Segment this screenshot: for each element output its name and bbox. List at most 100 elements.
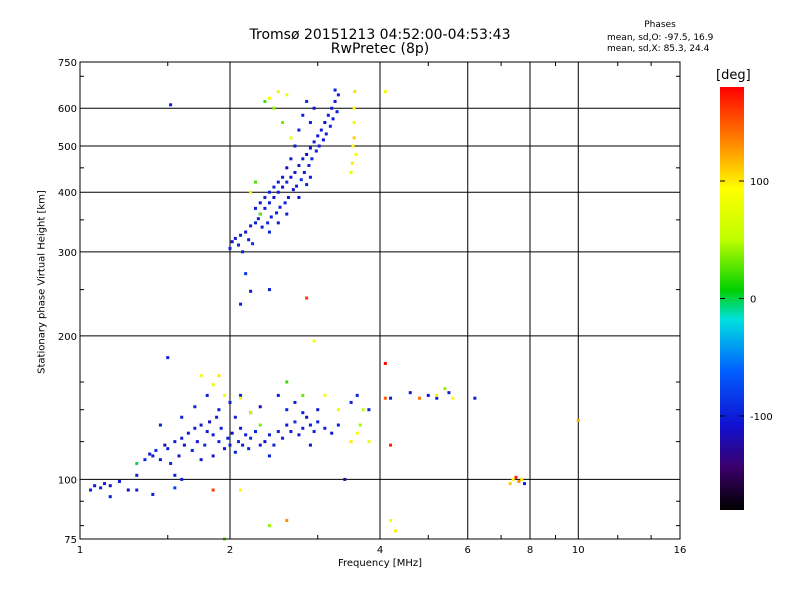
data-point xyxy=(408,391,412,395)
data-point xyxy=(89,488,93,492)
data-point xyxy=(117,479,121,483)
data-point xyxy=(435,396,439,400)
data-point xyxy=(158,458,162,462)
data-point xyxy=(383,90,387,94)
data-point xyxy=(520,477,524,481)
data-point xyxy=(355,431,359,435)
data-point xyxy=(199,423,203,427)
data-point xyxy=(276,90,280,94)
phase-x-stats: mean, sd,X: 85.3, 24.4 xyxy=(607,44,710,54)
data-point xyxy=(267,288,271,292)
data-point xyxy=(251,242,255,246)
data-point xyxy=(301,426,305,430)
data-point xyxy=(305,152,309,156)
data-point xyxy=(326,113,330,117)
data-point xyxy=(244,433,248,437)
data-point xyxy=(239,233,243,237)
data-point xyxy=(203,443,207,447)
data-point xyxy=(276,221,280,225)
data-point xyxy=(316,408,320,412)
data-point xyxy=(230,431,234,435)
x-axis-label: Frequency [MHz] xyxy=(337,558,423,569)
data-point xyxy=(308,175,312,179)
data-point xyxy=(276,190,280,194)
data-point xyxy=(317,144,321,148)
data-point xyxy=(312,106,316,110)
data-point xyxy=(199,458,203,462)
data-point xyxy=(169,461,173,465)
data-point xyxy=(180,477,184,481)
data-point xyxy=(177,454,181,458)
data-point xyxy=(193,426,197,430)
data-point xyxy=(289,136,293,140)
x-tick-label: 2 xyxy=(227,545,233,556)
data-point xyxy=(180,415,184,419)
data-point xyxy=(285,93,289,97)
data-point xyxy=(247,447,251,451)
data-point xyxy=(211,383,215,387)
data-point xyxy=(389,519,393,523)
data-point xyxy=(180,436,184,440)
data-point xyxy=(211,454,215,458)
data-point xyxy=(308,146,312,150)
data-point xyxy=(299,178,303,182)
data-point xyxy=(228,246,232,250)
data-point xyxy=(367,440,371,444)
data-point xyxy=(285,380,289,384)
data-point xyxy=(301,393,305,397)
data-point xyxy=(135,473,139,477)
data-point xyxy=(276,430,280,434)
data-point xyxy=(126,488,130,492)
data-point xyxy=(103,482,107,486)
data-point xyxy=(108,484,112,488)
data-point xyxy=(108,495,112,499)
data-point xyxy=(217,440,221,444)
colorbar-tick-label: 0 xyxy=(750,295,756,306)
data-point xyxy=(312,430,316,434)
data-point xyxy=(307,164,311,168)
data-point xyxy=(517,479,521,483)
data-point xyxy=(166,447,170,451)
y-tick-label: 200 xyxy=(58,332,77,343)
data-point xyxy=(297,195,301,199)
data-point xyxy=(272,443,276,447)
y-tick-label: 400 xyxy=(58,188,77,199)
data-point xyxy=(283,201,287,205)
data-point xyxy=(352,136,356,140)
data-point xyxy=(324,132,328,136)
data-point xyxy=(173,440,177,444)
data-point xyxy=(352,121,356,125)
data-point xyxy=(190,448,194,452)
data-point xyxy=(343,477,347,481)
x-tick-label: 4 xyxy=(377,545,383,556)
data-point xyxy=(353,90,357,94)
data-point xyxy=(305,296,309,300)
data-point xyxy=(417,396,421,400)
data-point xyxy=(205,430,209,434)
data-point xyxy=(258,201,262,205)
grid-lines xyxy=(80,62,680,539)
data-point xyxy=(272,195,276,199)
data-point xyxy=(148,452,152,456)
data-point xyxy=(260,225,264,229)
data-point xyxy=(443,387,447,391)
chart-title-line1: Tromsø 20151213 04:52:00-04:53:43 xyxy=(249,27,511,43)
data-point xyxy=(435,393,439,397)
data-point xyxy=(195,440,199,444)
data-point xyxy=(310,157,314,161)
phase-o-stats: mean, sd,O: -97.5, 16.9 xyxy=(607,33,714,43)
data-point xyxy=(205,393,209,397)
data-point xyxy=(349,440,353,444)
data-point xyxy=(267,201,271,205)
data-point xyxy=(316,420,320,424)
data-point xyxy=(267,96,271,100)
data-point xyxy=(263,206,267,210)
data-point xyxy=(166,356,170,360)
data-point xyxy=(253,430,257,434)
data-point xyxy=(293,170,297,174)
y-tick-label: 500 xyxy=(58,142,77,153)
data-point xyxy=(211,488,215,492)
data-point xyxy=(321,138,325,142)
data-point xyxy=(354,152,358,156)
data-point xyxy=(239,396,243,400)
